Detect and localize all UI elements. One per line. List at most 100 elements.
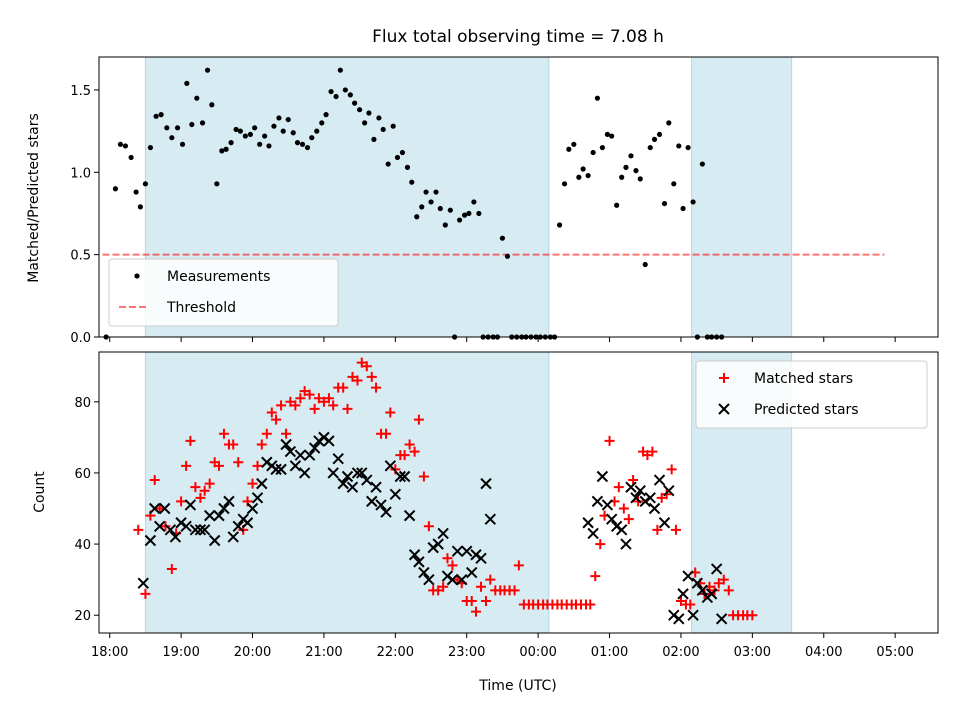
top-legend: Measurements Threshold	[108, 258, 339, 327]
measurement-point	[666, 120, 672, 126]
predicted-point	[148, 502, 161, 515]
predicted-point	[394, 470, 407, 483]
matched-point	[447, 560, 458, 571]
legend-label: Threshold	[166, 300, 236, 316]
predicted-point	[308, 442, 321, 454]
measurement-point	[194, 95, 200, 101]
measurement-point	[242, 133, 248, 139]
measurement-point	[328, 88, 334, 95]
predicted-point	[351, 467, 364, 479]
predicted-point	[198, 524, 211, 536]
matched-point	[133, 524, 144, 535]
predicted-point	[601, 499, 614, 511]
legend-label: Predicted stars	[754, 402, 859, 418]
matched-point	[252, 460, 263, 471]
measurement-point	[271, 123, 277, 129]
predicted-point	[246, 502, 259, 515]
matched-point	[418, 471, 429, 482]
measurement-point	[347, 92, 353, 98]
measurement-point	[362, 120, 368, 126]
measurement-point	[371, 136, 377, 142]
matched-point	[204, 478, 215, 489]
matched-point	[485, 574, 496, 585]
measurement-point	[619, 174, 625, 180]
matched-point	[309, 403, 320, 414]
x-tick-label: 01:00	[591, 645, 628, 660]
matched-point	[685, 599, 696, 610]
x-tick-label: 03:00	[734, 645, 771, 660]
measurement-point	[376, 115, 382, 121]
predicted-point	[341, 470, 354, 483]
measurement-point	[651, 136, 658, 142]
predicted-point	[418, 566, 430, 579]
measurement-point	[585, 172, 591, 179]
matched-point	[304, 389, 315, 400]
measurement-point	[276, 115, 282, 121]
measurement-point	[314, 128, 320, 134]
matched-point	[513, 560, 524, 571]
predicted-point	[327, 467, 339, 479]
matched-point	[323, 393, 334, 404]
measurement-point	[642, 261, 648, 268]
x-axis-label: Time (UTC)	[478, 678, 556, 694]
measurement-point	[174, 125, 181, 131]
measurement-point	[433, 189, 439, 195]
x-tick-label: 02:00	[662, 645, 699, 660]
matched-point	[281, 428, 292, 439]
matched-point	[185, 435, 196, 446]
matched-point	[295, 393, 306, 404]
measurement-point	[594, 95, 601, 101]
matched-point	[160, 521, 171, 532]
measurement-point	[671, 181, 677, 187]
predicted-point	[337, 477, 349, 490]
matched-point	[261, 428, 272, 439]
x-tick-label: 21:00	[305, 645, 342, 660]
x-tick-label: 05:00	[876, 645, 913, 660]
measurement-point	[158, 112, 164, 118]
measurement-point	[352, 100, 358, 106]
matched-point	[271, 414, 282, 425]
matched-point	[404, 439, 415, 450]
predicted-point	[303, 449, 316, 461]
measurement-point	[390, 123, 396, 129]
measurement-point	[423, 189, 429, 195]
matched-point	[647, 446, 658, 457]
measurement-point	[294, 140, 301, 146]
measurement-point	[466, 210, 472, 217]
plot-frame	[98, 351, 939, 634]
measurement-point	[323, 112, 329, 118]
predicted-point	[687, 609, 699, 621]
measurement-point	[499, 235, 506, 241]
x-tick-label: 19:00	[162, 645, 199, 660]
predicted-point	[408, 549, 421, 561]
measurement-point	[304, 144, 311, 151]
matched-point	[509, 585, 520, 596]
predicted-point	[682, 570, 694, 582]
measurement-point	[142, 181, 149, 187]
predicted-point	[284, 445, 297, 458]
predicted-point	[437, 527, 449, 540]
measurement-point	[262, 133, 268, 139]
measurement-point	[366, 110, 372, 116]
measurement-point	[623, 164, 629, 170]
y-tick-label: 1.5	[70, 84, 91, 99]
x-tick-label: 23:00	[448, 645, 485, 660]
measurement-point	[428, 199, 434, 205]
x-tick-label: 20:00	[234, 645, 271, 660]
predicted-point	[413, 556, 425, 568]
matched-point	[438, 581, 449, 592]
measurement-point	[137, 204, 144, 210]
matched-point	[423, 521, 434, 532]
predicted-point	[403, 509, 416, 522]
matched-point	[628, 475, 639, 486]
predicted-point	[696, 584, 709, 597]
measurement-point	[257, 141, 263, 147]
measurement-point	[419, 204, 425, 210]
matched-point	[247, 478, 258, 489]
predicted-point	[189, 524, 202, 536]
predicted-point	[298, 467, 311, 479]
measurement-point	[385, 161, 391, 167]
matched-point	[176, 496, 187, 507]
matched-point	[342, 403, 353, 414]
